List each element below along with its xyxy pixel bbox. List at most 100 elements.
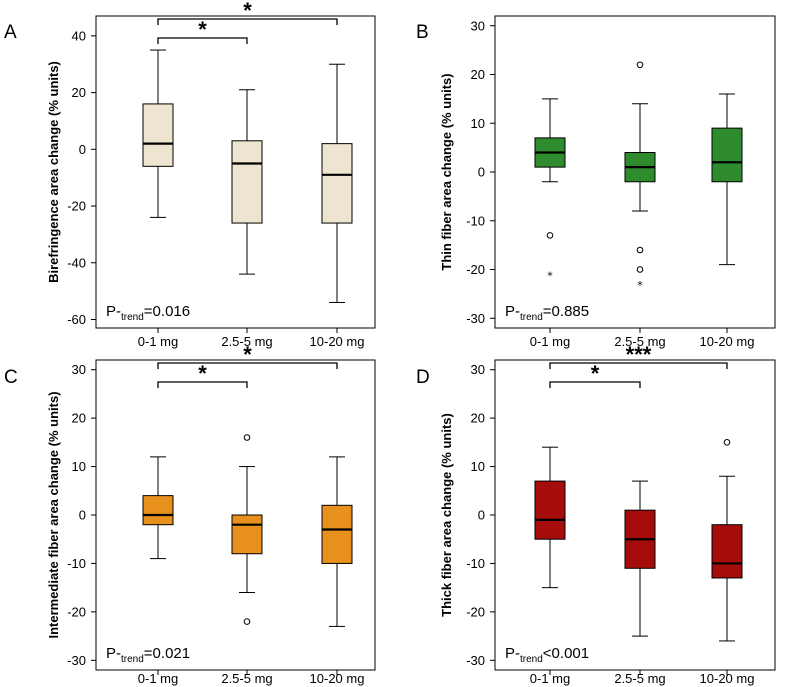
panel-d: D -30 -20 -10 0 10 20 30 Thick fiber area change…	[416, 342, 776, 686]
y-tick-label: 10	[471, 116, 485, 131]
box-3	[711, 439, 743, 642]
y-tick-label: 20	[72, 85, 86, 100]
panel-c: C -30 -20 -10 0 10 20 30 Intermediate fiber area…	[4, 342, 376, 686]
panel-b: B -30 -20 -10 0 10 20 30 Thin fiber area change …	[416, 15, 776, 349]
y-axis-title: Intermediate fiber area change (% units)	[46, 391, 61, 638]
box-2	[231, 89, 263, 275]
bracket-line	[157, 18, 338, 25]
x-category-label: 0-1 mg	[530, 334, 570, 349]
significance-stars: *	[198, 17, 207, 42]
box-2: *	[624, 61, 656, 292]
outlier-point	[723, 439, 731, 446]
iqr-box	[231, 140, 263, 224]
y-tick-label: -20	[67, 199, 86, 214]
y-axis-title: Birefringence area change (% units)	[46, 61, 61, 283]
y-tick-label: 10	[471, 459, 485, 474]
box-3	[711, 93, 743, 266]
y-tick-label: -10	[67, 556, 86, 571]
x-category-label: 2.5-5 mg	[221, 671, 272, 686]
box-1	[534, 446, 566, 589]
x-category-label: 0-1 mg	[138, 671, 178, 686]
significance-stars: ***	[626, 342, 652, 367]
outlier-point	[636, 61, 644, 69]
significance-bracket: *	[549, 361, 641, 388]
box-3	[321, 456, 353, 627]
y-tick-label: 30	[471, 362, 485, 377]
bracket-line	[157, 381, 248, 388]
y-tick-label: 0	[478, 165, 485, 180]
bracket-line	[549, 362, 728, 369]
iqr-box	[711, 524, 743, 579]
outlier-point	[546, 232, 554, 239]
box-2	[231, 434, 263, 625]
significance-bracket: *	[157, 0, 338, 25]
significance-stars: *	[591, 361, 600, 386]
outlier-point	[636, 246, 644, 254]
box-1: *	[534, 98, 566, 282]
y-tick-label: 30	[72, 362, 86, 377]
y-tick-label: -20	[466, 262, 485, 277]
p-trend-label: P-trend<0.001	[505, 645, 589, 665]
y-tick-label: 0	[79, 142, 86, 157]
x-category-label: 10-20 mg	[310, 671, 365, 686]
y-tick-label: 20	[72, 411, 86, 426]
box-3	[321, 63, 353, 303]
significance-stars: *	[198, 361, 207, 386]
y-tick-label: 30	[471, 18, 485, 33]
y-tick-label: 0	[79, 508, 86, 523]
box-2	[624, 480, 656, 637]
y-tick-label: -10	[466, 556, 485, 571]
significance-bracket: *	[157, 17, 248, 44]
p-trend-label: P-trend=0.885	[505, 303, 589, 323]
box-1	[142, 49, 174, 218]
x-category-label: 10-20 mg	[700, 334, 755, 349]
y-tick-label: 0	[478, 508, 485, 523]
significance-bracket: ***	[549, 342, 728, 369]
extreme-point: *	[547, 269, 553, 282]
x-category-label: 2.5-5 mg	[614, 334, 665, 349]
outlier-point	[243, 618, 251, 625]
outlier-point	[243, 434, 251, 441]
panel-letter: D	[416, 367, 430, 388]
y-tick-label: -60	[67, 312, 86, 327]
y-tick-label: 20	[471, 411, 485, 426]
panel-a: A -60 -40 -20 0 20 40 Birefringence area change…	[4, 0, 376, 349]
y-tick-label: 40	[72, 28, 86, 43]
p-trend-label: P-trend=0.021	[106, 645, 190, 665]
bracket-line	[157, 37, 248, 44]
y-tick-label: 10	[72, 459, 86, 474]
x-category-label: 2.5-5 mg	[221, 334, 272, 349]
iqr-box	[142, 495, 174, 526]
x-category-label: 0-1 mg	[138, 334, 178, 349]
panel-letter: B	[416, 22, 429, 43]
significance-stars: *	[243, 0, 252, 23]
panel-letter: A	[4, 22, 17, 43]
iqr-box	[321, 143, 353, 224]
x-category-label: 10-20 mg	[700, 671, 755, 686]
y-tick-label: 20	[471, 67, 485, 82]
box-1	[142, 456, 174, 560]
iqr-box	[534, 480, 566, 540]
iqr-box	[231, 514, 263, 555]
outlier-point	[636, 266, 644, 273]
y-tick-label: -10	[466, 213, 485, 228]
y-axis-title: Thin fiber area change (% units)	[439, 73, 454, 270]
y-axis-title: Thick fiber area change (% units)	[439, 413, 454, 617]
y-tick-label: -30	[67, 653, 86, 668]
extreme-point: *	[637, 279, 643, 292]
y-tick-label: -20	[67, 604, 86, 619]
iqr-box	[142, 103, 174, 167]
y-tick-label: -40	[67, 255, 86, 270]
y-tick-label: -30	[466, 653, 485, 668]
iqr-box	[711, 127, 743, 183]
iqr-box	[321, 504, 353, 564]
bracket-line	[157, 362, 338, 369]
significance-bracket: *	[157, 342, 338, 369]
x-category-label: 2.5-5 mg	[614, 671, 665, 686]
significance-stars: *	[243, 342, 252, 367]
significance-bracket: *	[157, 361, 248, 388]
bracket-line	[549, 381, 641, 388]
p-trend-label: P-trend=0.016	[106, 303, 190, 323]
panel-letter: C	[4, 367, 18, 388]
